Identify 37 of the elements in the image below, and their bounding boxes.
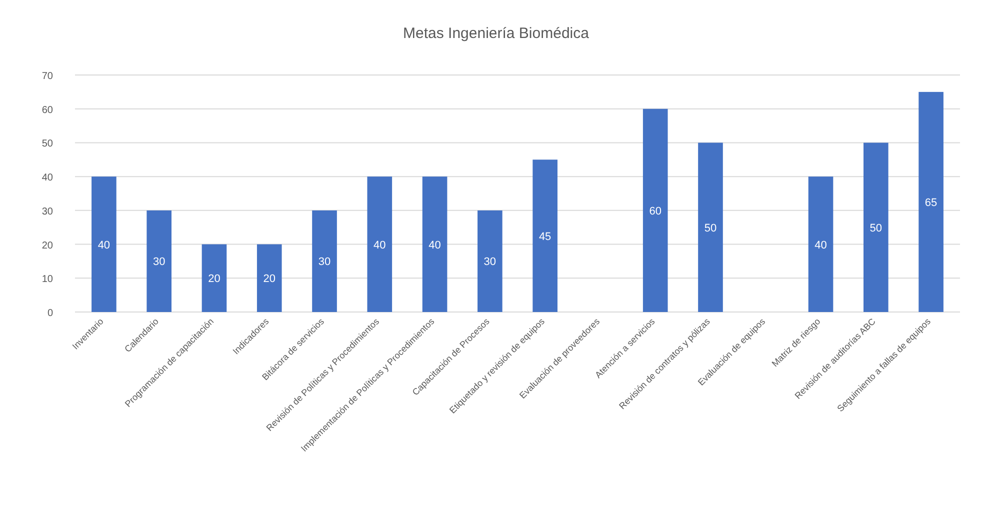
- bar: [808, 176, 834, 312]
- y-tick-label: 20: [42, 240, 54, 252]
- bar: [202, 244, 227, 312]
- bar: [642, 108, 668, 312]
- bar: [864, 142, 888, 312]
- data-label: 40: [814, 239, 827, 252]
- bar: [256, 244, 282, 312]
- data-label: 40: [98, 239, 110, 252]
- data-label: 45: [538, 230, 552, 243]
- data-label: 20: [208, 273, 220, 286]
- bar: [92, 176, 116, 312]
- data-label: 65: [924, 196, 938, 209]
- data-label: 40: [428, 239, 441, 252]
- bar: [146, 210, 172, 312]
- bar: [367, 176, 392, 312]
- y-tick-label: 0: [47, 308, 54, 319]
- bar: [422, 176, 448, 312]
- chart-title: Metas Ingeniería Biomédica: [403, 25, 590, 42]
- bar: [478, 210, 502, 312]
- data-label: 30: [152, 256, 166, 268]
- y-tick-label: 50: [42, 138, 54, 150]
- bar: [918, 92, 944, 312]
- data-label: 40: [374, 239, 386, 252]
- data-label: 20: [263, 273, 276, 286]
- y-tick-label: 40: [42, 172, 54, 184]
- data-label: 30: [318, 256, 331, 268]
- data-label: 30: [484, 256, 496, 268]
- y-tick-label: 70: [42, 71, 54, 82]
- bar: [532, 160, 558, 312]
- data-label: 50: [870, 222, 882, 234]
- data-label: 60: [649, 205, 662, 218]
- bar: [698, 142, 723, 312]
- y-tick-label: 30: [42, 206, 54, 218]
- data-label: 50: [704, 222, 717, 234]
- y-tick-label: 60: [42, 104, 54, 116]
- y-tick-label: 10: [42, 274, 54, 286]
- bar: [312, 210, 337, 312]
